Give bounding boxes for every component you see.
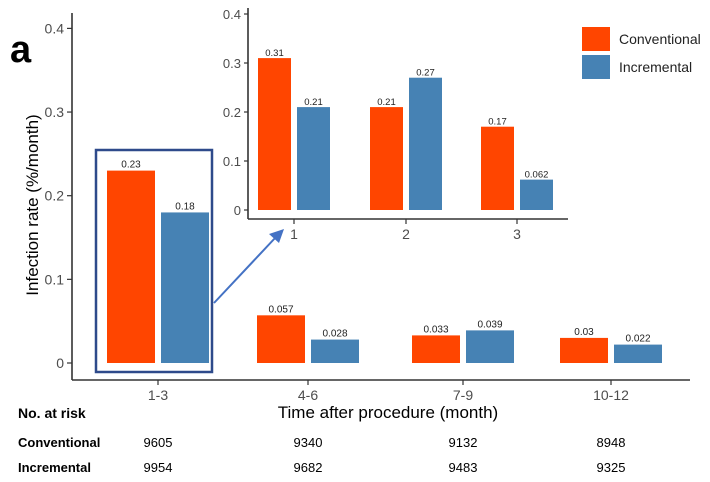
inset-y-tick-label: 0.4 — [223, 7, 241, 22]
inset-bar-value-label: 0.27 — [416, 68, 435, 79]
inset-y-tick-label: 0.1 — [223, 154, 241, 169]
risk-count: 9325 — [597, 460, 626, 475]
risk-count: 9954 — [144, 460, 173, 475]
bar-incremental-4-6 — [311, 339, 359, 363]
inset-bar-incremental-3 — [520, 179, 553, 210]
inset-y-tick-label: 0 — [234, 203, 241, 218]
risk-count: 8948 — [597, 435, 626, 450]
bar-value-label: 0.022 — [625, 334, 650, 345]
inset-bar-conventional-3 — [481, 126, 514, 210]
x-tick-label: 1-3 — [148, 387, 168, 403]
y-tick-label: 0.4 — [45, 20, 65, 36]
y-tick-label: 0.3 — [45, 104, 65, 120]
risk-count: 9132 — [449, 435, 478, 450]
risk-count: 9682 — [294, 460, 323, 475]
risk-count: 9340 — [294, 435, 323, 450]
bar-value-label: 0.18 — [175, 201, 195, 212]
inset-bar-incremental-2 — [409, 77, 442, 210]
inset-bar-value-label: 0.21 — [304, 97, 323, 108]
risk-count: 9605 — [144, 435, 173, 450]
bar-conventional-7-9 — [412, 335, 460, 363]
legend-swatch-conventional — [582, 27, 610, 51]
risk-table-title: No. at risk — [18, 405, 86, 421]
inset-bar-value-label: 0.31 — [265, 48, 284, 59]
bar-value-label: 0.028 — [322, 329, 347, 340]
inset-chart: 0 0.1 0.2 0.3 0.4 1 2 3 0.31 0.21 0.17 0.21 0.27 0.06… — [223, 7, 568, 242]
inset-bar-value-label: 0.21 — [377, 97, 396, 108]
x-axis-title: Time after procedure (month) — [278, 403, 498, 422]
bar-conventional-1-3 — [107, 170, 155, 363]
legend: Conventional Incremental — [582, 27, 701, 79]
inset-bar-incremental-1 — [297, 107, 330, 210]
legend-label-incremental: Incremental — [619, 59, 692, 75]
inset-bar-value-label: 0.062 — [525, 170, 549, 181]
y-axis-title: Infection rate (%/month) — [23, 114, 42, 295]
inset-y-tick-label: 0.3 — [223, 56, 241, 71]
x-tick-label: 10-12 — [593, 387, 629, 403]
inset-x-tick-label: 3 — [513, 226, 521, 242]
y-tick-label: 0 — [56, 355, 64, 371]
y-tick-label: 0.1 — [45, 271, 65, 287]
inset-bar-value-label: 0.17 — [488, 117, 507, 128]
risk-count: 9483 — [449, 460, 478, 475]
inset-y-tick-label: 0.2 — [223, 105, 241, 120]
legend-label-conventional: Conventional — [619, 31, 701, 47]
main-chart: 00.10.20.30.41-3 4-6 7-9 10-120.230.0570.03… — [23, 13, 690, 422]
inset-bar-conventional-2 — [370, 107, 403, 210]
bar-incremental-7-9 — [466, 330, 514, 363]
zoom-callout — [94, 148, 284, 374]
inset-x-tick-label: 2 — [402, 226, 410, 242]
bar-value-label: 0.033 — [423, 324, 448, 335]
zoom-box — [94, 148, 214, 374]
inset-x-tick-label: 1 — [290, 226, 298, 242]
risk-row-label: Incremental — [18, 460, 91, 475]
bar-value-label: 0.03 — [574, 327, 594, 338]
risk-table: No. at risk Conventional 9605 9340 9132 8948 I… — [18, 405, 625, 475]
bar-conventional-4-6 — [257, 315, 305, 363]
x-tick-label: 4-6 — [298, 387, 318, 403]
risk-row-label: Conventional — [18, 435, 100, 450]
y-tick-label: 0.2 — [45, 188, 65, 204]
bar-value-label: 0.039 — [477, 319, 502, 330]
bar-value-label: 0.057 — [268, 304, 293, 315]
bar-incremental-10-12 — [614, 344, 662, 363]
zoom-arrow-line — [213, 236, 277, 304]
bar-value-label: 0.23 — [121, 160, 141, 171]
bar-conventional-10-12 — [560, 337, 608, 363]
inset-bar-conventional-1 — [258, 58, 291, 210]
panel-label: a — [10, 29, 32, 71]
bar-incremental-1-3 — [161, 212, 209, 363]
legend-swatch-incremental — [582, 55, 610, 79]
x-tick-label: 7-9 — [453, 387, 473, 403]
zoom-arrow-head — [269, 229, 284, 243]
